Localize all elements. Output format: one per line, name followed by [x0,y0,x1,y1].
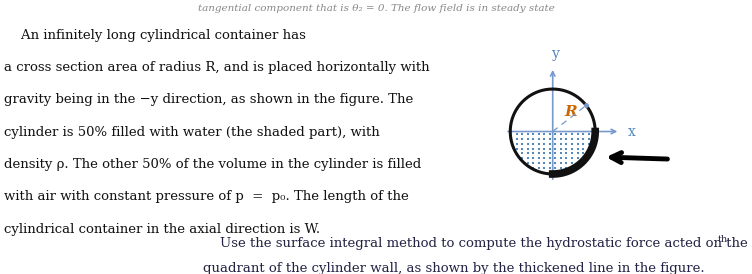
Text: x: x [628,124,636,139]
Text: Use the surface integral method to compute the hydrostatic force acted on the 4: Use the surface integral method to compu… [203,237,752,250]
Text: with air with constant pressure of p  =  p₀. The length of the: with air with constant pressure of p = p… [4,190,408,203]
Text: tangential component that is θ₂ = 0. The flow field is in steady state: tangential component that is θ₂ = 0. The… [198,4,554,13]
Text: y: y [552,47,559,61]
Text: quadrant of the cylinder wall, as shown by the thickened line in the figure.: quadrant of the cylinder wall, as shown … [203,262,705,274]
Text: An infinitely long cylindrical container has: An infinitely long cylindrical container… [4,29,305,42]
Text: R: R [565,105,578,119]
Text: density ρ. The other 50% of the volume in the cylinder is filled: density ρ. The other 50% of the volume i… [4,158,421,171]
Text: th: th [717,235,728,244]
Text: a cross section area of radius R, and is placed horizontally with: a cross section area of radius R, and is… [4,61,429,74]
Text: cylindrical container in the axial direction is W.: cylindrical container in the axial direc… [4,223,320,236]
Text: cylinder is 50% filled with water (the shaded part), with: cylinder is 50% filled with water (the s… [4,126,380,139]
Text: gravity being in the −y direction, as shown in the figure. The: gravity being in the −y direction, as sh… [4,93,413,106]
